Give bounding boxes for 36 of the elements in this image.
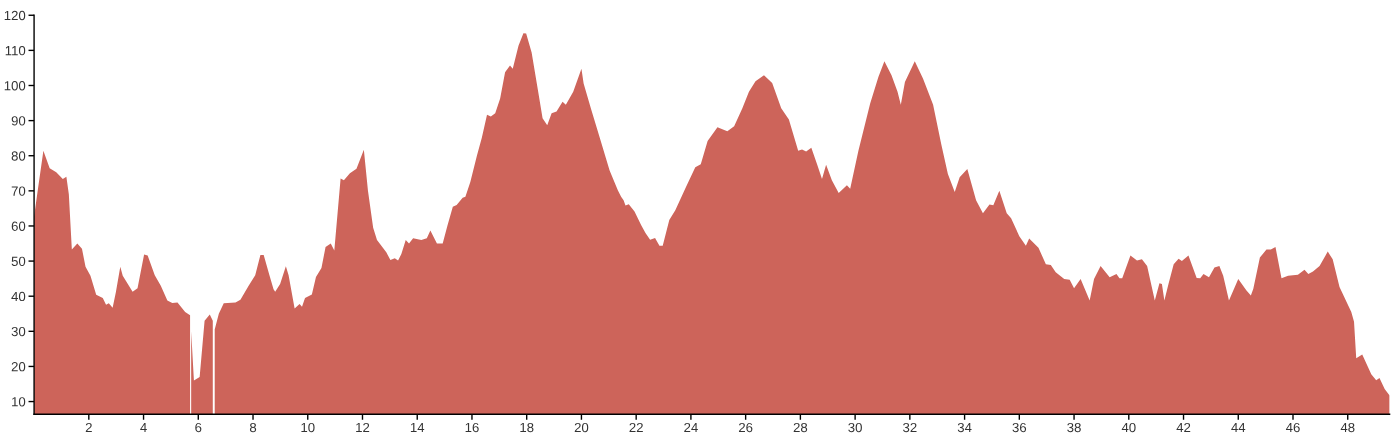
y-tick-label: 40 [11, 291, 26, 302]
x-tick-label: 42 [1176, 422, 1191, 433]
x-tick-label: 48 [1340, 422, 1355, 433]
y-tick-label: 70 [11, 186, 26, 196]
x-tick-label: 32 [903, 422, 917, 433]
y-tick-label: 30 [11, 326, 26, 337]
x-tick-label: 22 [629, 422, 643, 433]
y-tick-label: 120 [4, 10, 26, 21]
y-tick-label: 80 [11, 151, 26, 161]
x-tick-label: 28 [793, 422, 808, 433]
x-tick-label: 12 [356, 422, 370, 433]
x-tick-label: 20 [574, 422, 589, 433]
x-tick-label: 10 [301, 422, 315, 433]
y-tick-label: 90 [11, 116, 26, 126]
x-tick-label: 40 [1121, 422, 1136, 433]
y-tick-label: 20 [11, 362, 26, 372]
x-tick-label: 14 [410, 423, 425, 433]
x-tick-label: 4 [140, 423, 147, 433]
y-tick-label: 10 [12, 397, 26, 407]
x-tick-label: 46 [1285, 422, 1300, 433]
x-tick-label: 24 [684, 422, 698, 433]
x-tick-label: 8 [249, 422, 257, 433]
x-tick-label: 44 [1231, 423, 1246, 433]
x-tick-label: 30 [848, 422, 862, 433]
x-tick-label: 26 [738, 422, 753, 433]
x-tick-label: 34 [957, 422, 972, 433]
y-tick-label: 110 [5, 45, 26, 56]
x-tick-label: 6 [195, 422, 202, 433]
y-tick-label: 100 [4, 81, 26, 91]
x-tick-label: 36 [1012, 422, 1027, 433]
x-tick-label: 2 [85, 422, 92, 433]
y-tick-label: 50 [11, 256, 26, 266]
x-tick-label: 38 [1067, 422, 1081, 433]
x-tick-label: 16 [465, 422, 479, 433]
y-tick-label: 60 [11, 221, 26, 231]
x-tick-label: 18 [520, 422, 534, 433]
